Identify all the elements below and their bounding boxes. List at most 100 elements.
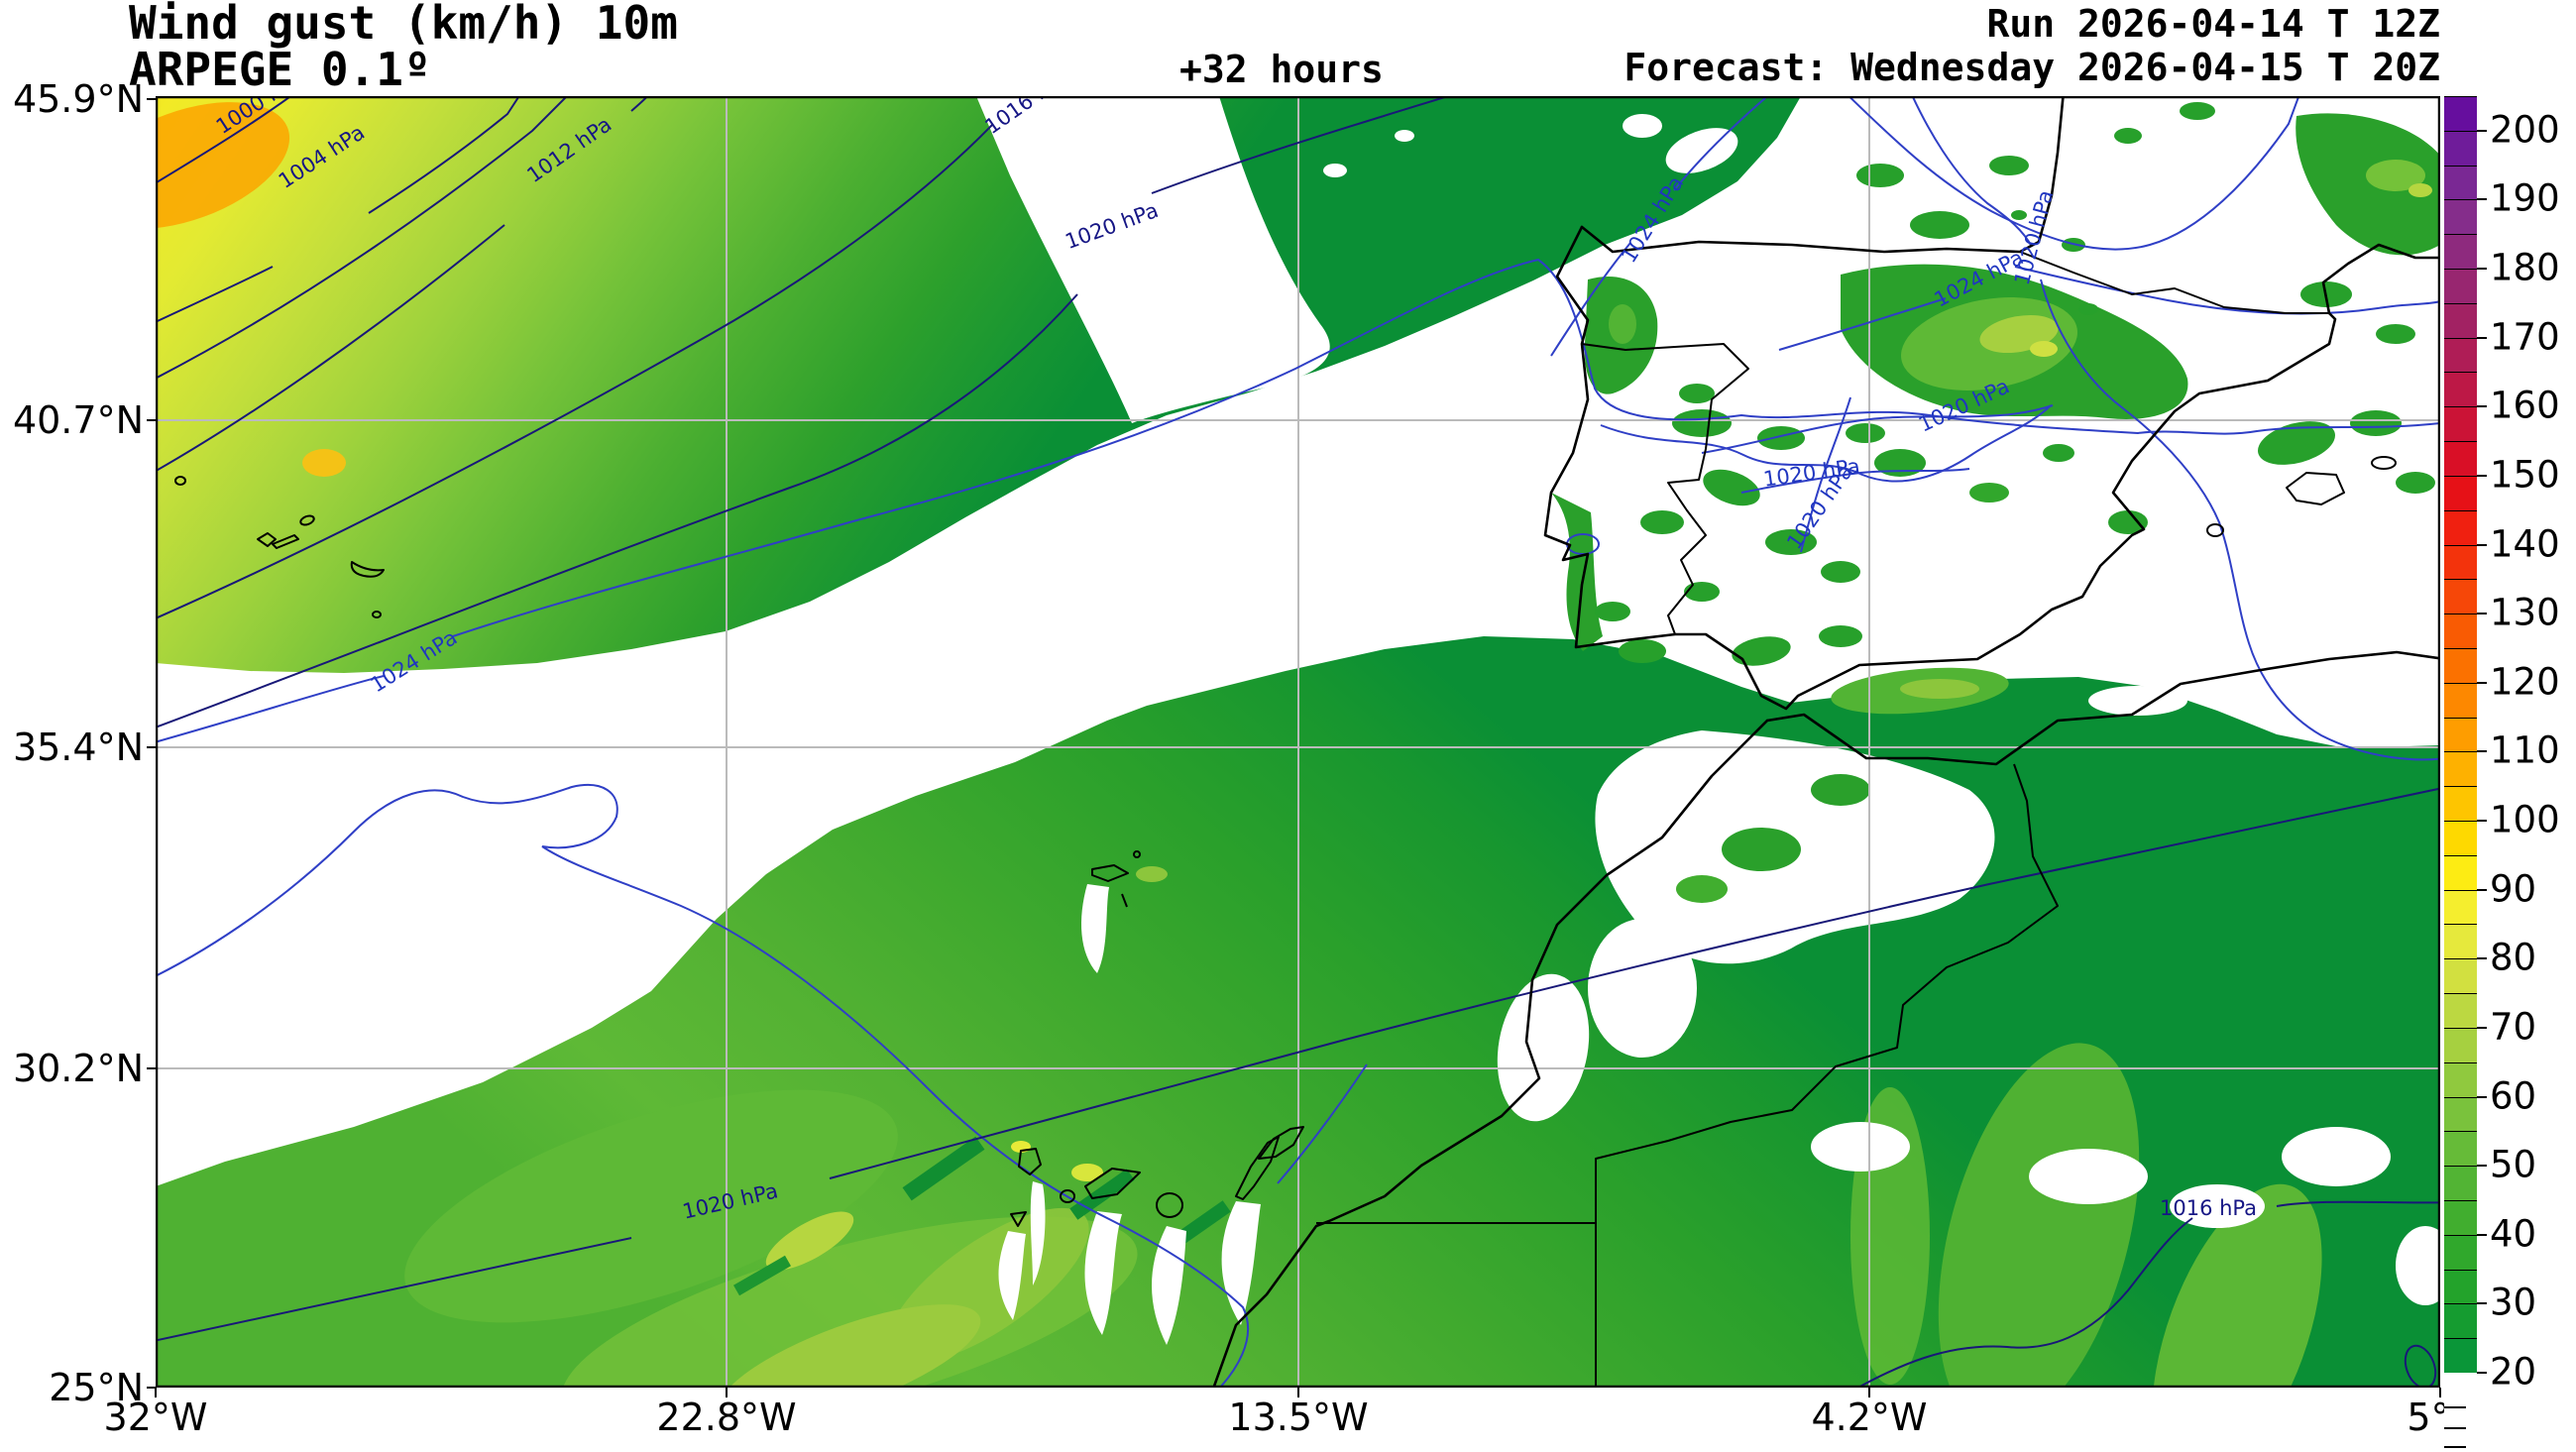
lon-tick-label: 4.2°W [1811, 1396, 1928, 1439]
coast-africa-med [1765, 650, 2447, 766]
coast-iberia-west-south-east [1543, 225, 2337, 711]
colorbar-segment [2444, 1096, 2477, 1133]
colorbar-tick-mark [2477, 474, 2487, 477]
map-title: Wind gust (km/h) 10m [129, 0, 678, 50]
gust-patch [2114, 128, 2142, 144]
colorbar-segment [2444, 234, 2477, 271]
gust-patch [2258, 421, 2335, 465]
colorbar-tick-mark [2477, 405, 2487, 408]
colorbar-tick-label: 150 [2490, 453, 2560, 497]
lat-tick-mark [147, 419, 156, 421]
gust-patch [1989, 156, 2029, 175]
colorbar-tick-mark [2477, 268, 2487, 271]
gust-patch [1765, 529, 1817, 555]
coast-france-med [2321, 243, 2447, 315]
colorbar-tick-mark [2477, 681, 2487, 684]
gust-patch [1757, 426, 1805, 450]
gust-patch [1703, 469, 1760, 506]
border-morocco-algeria [1595, 763, 2059, 1223]
coast-africa-atlantic [1209, 719, 1769, 1396]
colorbar-tick-mark [2477, 957, 2487, 960]
colorbar-tick-mark [2477, 820, 2487, 823]
map-title-block: Wind gust (km/h) 10m ARPEGE 0.1º [129, 0, 678, 93]
colorbar-tick-label: 50 [2490, 1143, 2537, 1186]
colorbar-segment [2444, 1131, 2477, 1168]
colorbar-segment [2444, 579, 2477, 615]
calm-hole [1623, 114, 1662, 138]
gust-patch [2366, 160, 2425, 191]
lon-tick-label: 13.5°W [1228, 1396, 1369, 1439]
calm-patch [2207, 671, 2366, 711]
colorbar-underflow-tick [2444, 1406, 2466, 1408]
gust-patch [1811, 774, 1870, 806]
island-wake-white [1221, 1201, 1261, 1325]
island-wake-white [1081, 884, 1109, 973]
islands-balearics [2206, 456, 2397, 537]
coast-iberia-north-france [1580, 89, 2066, 254]
gust-patch [1819, 625, 1862, 647]
gust-patch [2408, 183, 2432, 197]
gust-patch [1722, 828, 1801, 871]
colorbar-segment [2444, 889, 2477, 926]
colorbar [2444, 96, 2477, 1374]
colorbar-segment [2444, 821, 2477, 856]
border-pyrenees [2019, 251, 2329, 314]
island-wake-dark [733, 1255, 791, 1296]
colorbar-segment [2444, 958, 2477, 995]
lat-tick-mark [147, 1387, 156, 1389]
isobars-navy [115, 77, 2472, 1398]
gust-patch [1874, 449, 1926, 477]
gust-patch [2030, 341, 2058, 357]
islands-madeira [1091, 850, 1141, 908]
colorbar-tick-mark [2477, 613, 2487, 615]
lon-tick-mark [726, 1388, 728, 1397]
colorbar-tick-mark [2477, 888, 2487, 891]
colorbar-tick-label: 70 [2490, 1005, 2537, 1049]
colorbar-segment [2444, 302, 2477, 339]
gust-patch [1619, 639, 1666, 663]
colorbar-segment [2444, 647, 2477, 684]
colorbar-segment [2444, 441, 2477, 477]
lon-tick-mark [1297, 1388, 1299, 1397]
colorbar-tick-label: 90 [2490, 867, 2537, 911]
islands-azores [174, 476, 385, 618]
colorbar-segment [2444, 96, 2477, 132]
gust-patch [1856, 164, 1904, 187]
model-name: ARPEGE 0.1º [129, 43, 431, 96]
calm-hole [1395, 130, 1414, 142]
gust-patch [2011, 210, 2027, 220]
colorbar-segment [2444, 1027, 2477, 1063]
lon-tick-mark [1868, 1388, 1870, 1397]
colorbar-tick-label: 200 [2490, 108, 2560, 152]
forecast-label: Forecast: Wednesday 2026-04-15 T 20Z [1624, 46, 2440, 89]
colorbar-tick-label: 100 [2490, 798, 2560, 841]
colorbar-segment [2444, 1303, 2477, 1340]
colorbar-underflow [2444, 1373, 2477, 1452]
lat-tick-label: 35.4°N [12, 726, 144, 769]
gust-bright-spot [1136, 866, 1168, 882]
colorbar-tick-label: 30 [2490, 1282, 2537, 1325]
colorbar-segment [2444, 614, 2477, 649]
colorbar-tick-label: 140 [2490, 522, 2560, 566]
colorbar-segment [2444, 717, 2477, 753]
colorbar-segment [2444, 372, 2477, 408]
colorbar-tick-label: 110 [2490, 729, 2560, 773]
colorbar-tick-mark [2477, 1095, 2487, 1098]
colorbar-segment [2444, 337, 2477, 374]
colorbar-tick-mark [2477, 1026, 2487, 1029]
lon-tick-label: 32°W [103, 1396, 208, 1439]
gust-bright-spot [1071, 1164, 1103, 1181]
colorbar-tick-mark [2477, 750, 2487, 753]
gust-patch [1969, 483, 2009, 503]
gust-patch [1910, 211, 1969, 239]
coastlines-borders [174, 89, 2447, 1396]
colorbar-tick-mark [2477, 336, 2487, 339]
border-portugal-spain [1581, 343, 1749, 635]
island-wake-dark [902, 1136, 985, 1201]
gust-patch [1609, 304, 1636, 344]
colorbar-tick-label: 80 [2490, 936, 2537, 979]
colorbar-underflow-tick [2444, 1427, 2466, 1429]
gust-patch [1684, 582, 1720, 602]
